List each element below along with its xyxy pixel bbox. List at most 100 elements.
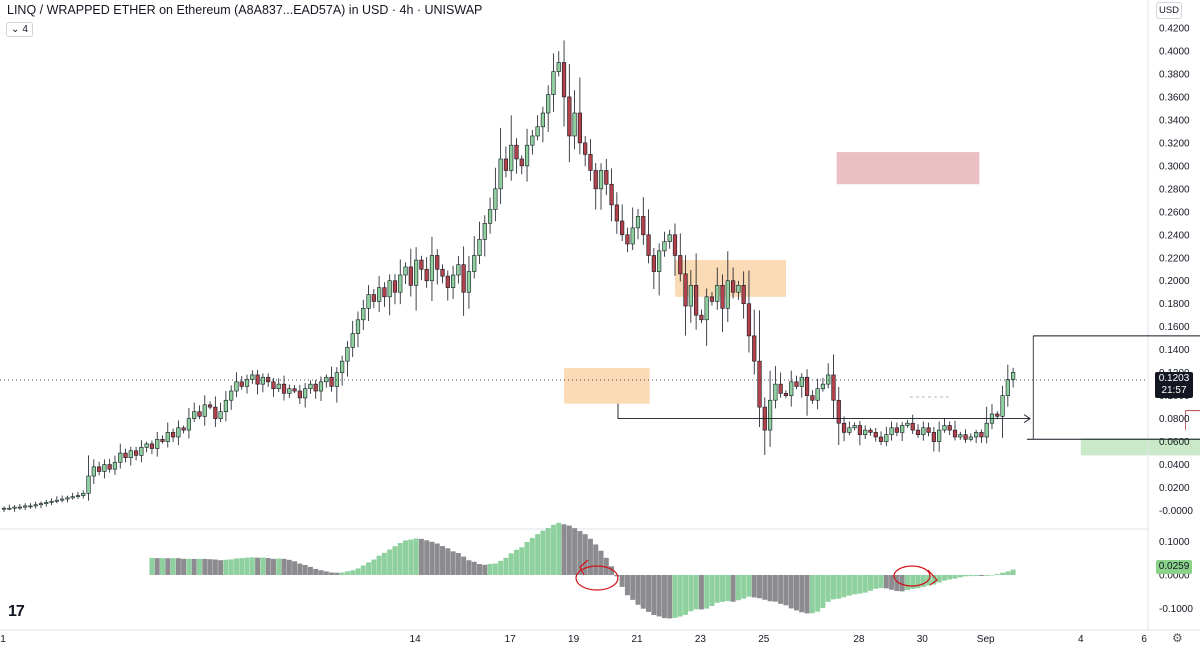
candle[interactable] [736, 280, 741, 300]
demand-zone-orange-1[interactable] [675, 260, 786, 297]
candle[interactable] [630, 207, 635, 251]
candle[interactable] [498, 127, 503, 205]
oscillator-bar[interactable] [577, 531, 583, 575]
candle[interactable] [1000, 385, 1005, 438]
candle[interactable] [329, 366, 334, 392]
candle[interactable] [593, 163, 598, 210]
candle[interactable] [514, 138, 519, 174]
candle[interactable] [989, 404, 995, 430]
oscillator-bar[interactable] [524, 541, 530, 575]
oscillator-bar[interactable] [783, 574, 789, 606]
candle[interactable] [123, 448, 128, 463]
oscillator-bar[interactable] [498, 560, 504, 575]
oscillator-bar[interactable] [672, 574, 678, 618]
oscillator-bar[interactable] [846, 574, 852, 596]
candle[interactable] [408, 248, 413, 297]
oscillator-bar[interactable] [181, 558, 187, 575]
oscillator-bar[interactable] [413, 538, 419, 575]
oscillator-bar[interactable] [920, 574, 926, 587]
oscillator-bar[interactable] [450, 551, 456, 575]
oscillator-bar[interactable] [223, 559, 229, 575]
oscillator-bar[interactable] [508, 553, 514, 575]
oscillator-bar[interactable] [989, 574, 995, 576]
candle[interactable] [519, 155, 524, 175]
candle[interactable] [503, 146, 509, 178]
candle[interactable] [366, 285, 371, 322]
candle[interactable] [165, 422, 170, 448]
candle[interactable] [223, 390, 229, 422]
oscillator-bar[interactable] [799, 574, 805, 613]
candle[interactable] [250, 370, 255, 384]
oscillator-bar[interactable] [593, 544, 599, 575]
oscillator-bar[interactable] [836, 574, 842, 599]
candle[interactable] [583, 136, 588, 167]
oscillator-bar[interactable] [228, 559, 234, 575]
oscillator-bar[interactable] [815, 574, 821, 612]
candle[interactable] [704, 288, 709, 346]
candle[interactable] [651, 247, 656, 290]
candle[interactable] [461, 246, 466, 316]
candle[interactable] [44, 499, 49, 507]
oscillator-bar[interactable] [952, 574, 958, 579]
oscillator-bar[interactable] [619, 574, 625, 587]
oscillator-bar[interactable] [762, 574, 768, 600]
oscillator-bar[interactable] [202, 558, 208, 575]
oscillator-bar[interactable] [693, 574, 699, 610]
oscillator-bar[interactable] [376, 555, 382, 575]
candle[interactable] [7, 504, 12, 511]
oscillator-bar[interactable] [1010, 569, 1016, 575]
candle[interactable] [752, 309, 757, 375]
oscillator-bar[interactable] [307, 566, 313, 575]
oscillator-bar[interactable] [276, 558, 282, 575]
candle[interactable] [387, 274, 392, 316]
oscillator-bar[interactable] [339, 572, 345, 575]
oscillator-bar[interactable] [889, 574, 895, 590]
candle[interactable] [720, 274, 725, 333]
candle[interactable] [620, 204, 625, 241]
candle[interactable] [255, 369, 260, 395]
candle[interactable] [118, 443, 123, 469]
candle[interactable] [229, 385, 234, 410]
oscillator-bar[interactable] [698, 574, 704, 610]
candle[interactable] [757, 310, 762, 427]
candle[interactable] [308, 380, 313, 394]
oscillator-bar[interactable] [434, 543, 440, 575]
candle[interactable] [340, 355, 345, 386]
candle[interactable] [995, 411, 1000, 420]
oscillator-bar[interactable] [915, 574, 921, 589]
oscillator-bar[interactable] [867, 574, 873, 591]
oscillator-bar[interactable] [397, 543, 403, 575]
oscillator-bar[interactable] [968, 574, 974, 577]
candle[interactable] [625, 227, 630, 253]
candle[interactable] [493, 167, 498, 222]
candle[interactable] [815, 378, 820, 410]
candle[interactable] [947, 421, 952, 436]
candle[interactable] [678, 233, 683, 282]
oscillator-bar[interactable] [270, 558, 276, 575]
oscillator-bar[interactable] [318, 570, 324, 575]
oscillator-bar[interactable] [545, 528, 551, 575]
candle[interactable] [28, 503, 33, 509]
candle[interactable] [804, 369, 810, 416]
candle[interactable] [276, 378, 281, 392]
oscillator-bar[interactable] [973, 574, 979, 576]
candle[interactable] [683, 255, 688, 336]
oscillator-bar[interactable] [392, 546, 398, 575]
oscillator-bar[interactable] [741, 574, 747, 599]
candle[interactable] [952, 420, 958, 441]
candle[interactable] [926, 422, 931, 437]
candle[interactable] [900, 422, 905, 442]
oscillator-bar[interactable] [820, 574, 826, 608]
oscillator-bar[interactable] [910, 574, 916, 589]
oscillator-bar[interactable] [683, 574, 689, 615]
candle[interactable] [377, 276, 382, 313]
oscillator-bar[interactable] [212, 559, 218, 575]
oscillator-bar[interactable] [344, 571, 350, 575]
demand-zone-orange-0[interactable] [564, 368, 650, 404]
oscillator-bar[interactable] [809, 574, 815, 614]
candle[interactable] [160, 435, 165, 444]
oscillator-bar[interactable] [207, 559, 213, 575]
oscillator-bar[interactable] [1000, 572, 1006, 575]
oscillator-bar[interactable] [862, 574, 868, 593]
oscillator-bar[interactable] [149, 557, 155, 575]
